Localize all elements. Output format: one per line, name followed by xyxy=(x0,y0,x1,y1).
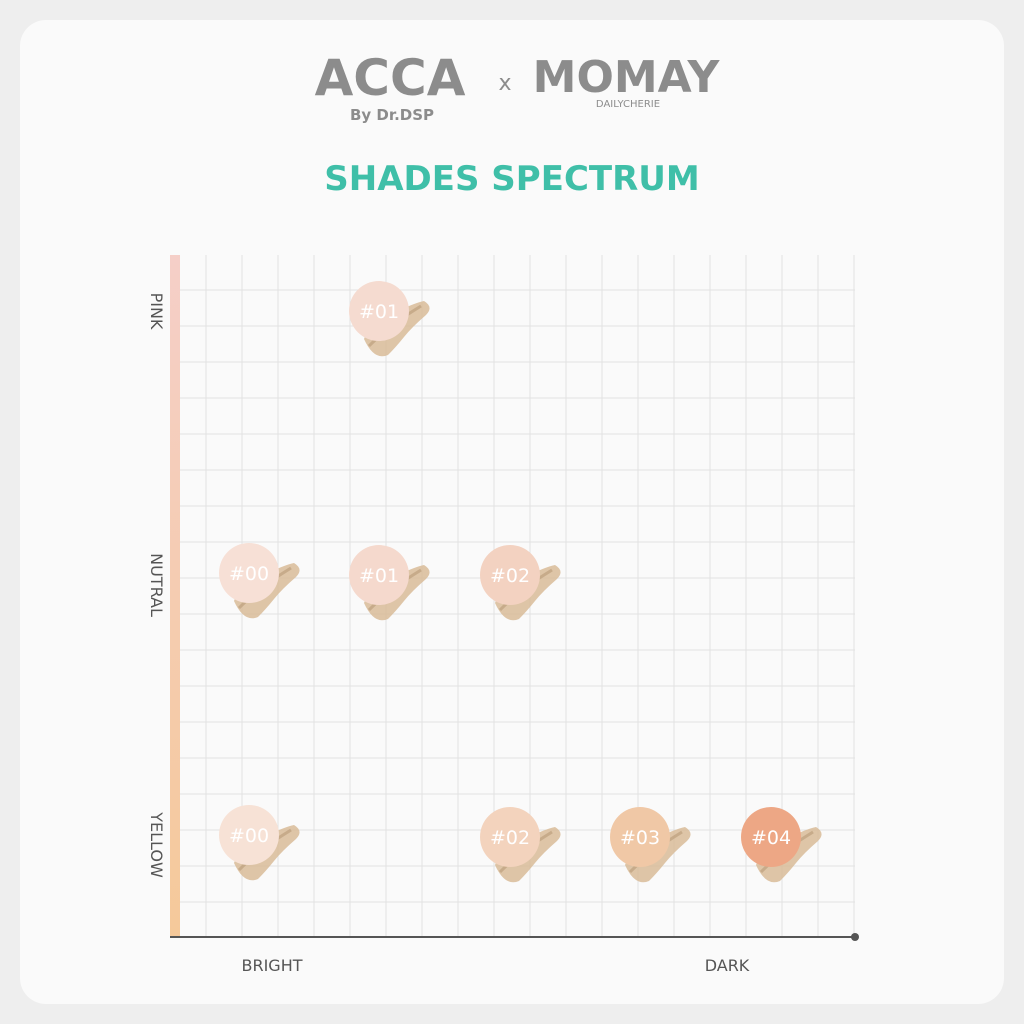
title: SHADES SPECTRUM xyxy=(324,159,699,199)
brand-left: ACCA xyxy=(315,49,466,107)
axis-labels: PINK NUTRAL YELLOW BRIGHT DARK xyxy=(147,293,750,975)
brand-left-sub: By Dr.DSP xyxy=(350,106,434,124)
shade-dot xyxy=(741,807,801,867)
shade-dot xyxy=(480,545,540,605)
shade-dot xyxy=(349,545,409,605)
brand-right: MOMAY xyxy=(533,52,721,103)
separator: x xyxy=(498,71,511,96)
shade: #04 xyxy=(741,807,822,883)
shade: #01 xyxy=(349,545,430,621)
x-label: BRIGHT xyxy=(241,956,302,975)
shade: #03 xyxy=(610,807,691,883)
y-gradient-bar xyxy=(170,255,180,937)
y-label: NUTRAL xyxy=(147,553,166,617)
shade-dot xyxy=(219,805,279,865)
shade-dot xyxy=(480,807,540,867)
shade-label: #00 xyxy=(229,563,269,585)
shade-dot xyxy=(349,281,409,341)
shade-label: #02 xyxy=(490,827,530,849)
shade-label: #01 xyxy=(359,565,399,587)
x-label: DARK xyxy=(705,956,750,975)
shade: #00 xyxy=(219,805,300,881)
shade-dot xyxy=(610,807,670,867)
y-label: PINK xyxy=(147,293,166,330)
shades: #01 #00 #01 #02 #00 #02 #03 #04 xyxy=(219,281,822,883)
shade-label: #00 xyxy=(229,825,269,847)
shade-label: #04 xyxy=(751,827,791,849)
axis-end xyxy=(851,933,859,941)
y-label: YELLOW xyxy=(147,811,166,878)
brand-right-sub: DAILYCHERIE xyxy=(596,99,660,110)
shade: #00 xyxy=(219,543,300,619)
shade-label: #03 xyxy=(620,827,660,849)
shade: #02 xyxy=(480,807,561,883)
shade-label: #02 xyxy=(490,565,530,587)
shade: #01 xyxy=(349,281,430,357)
shade: #02 xyxy=(480,545,561,621)
shade-dot xyxy=(219,543,279,603)
shade-label: #01 xyxy=(359,301,399,323)
